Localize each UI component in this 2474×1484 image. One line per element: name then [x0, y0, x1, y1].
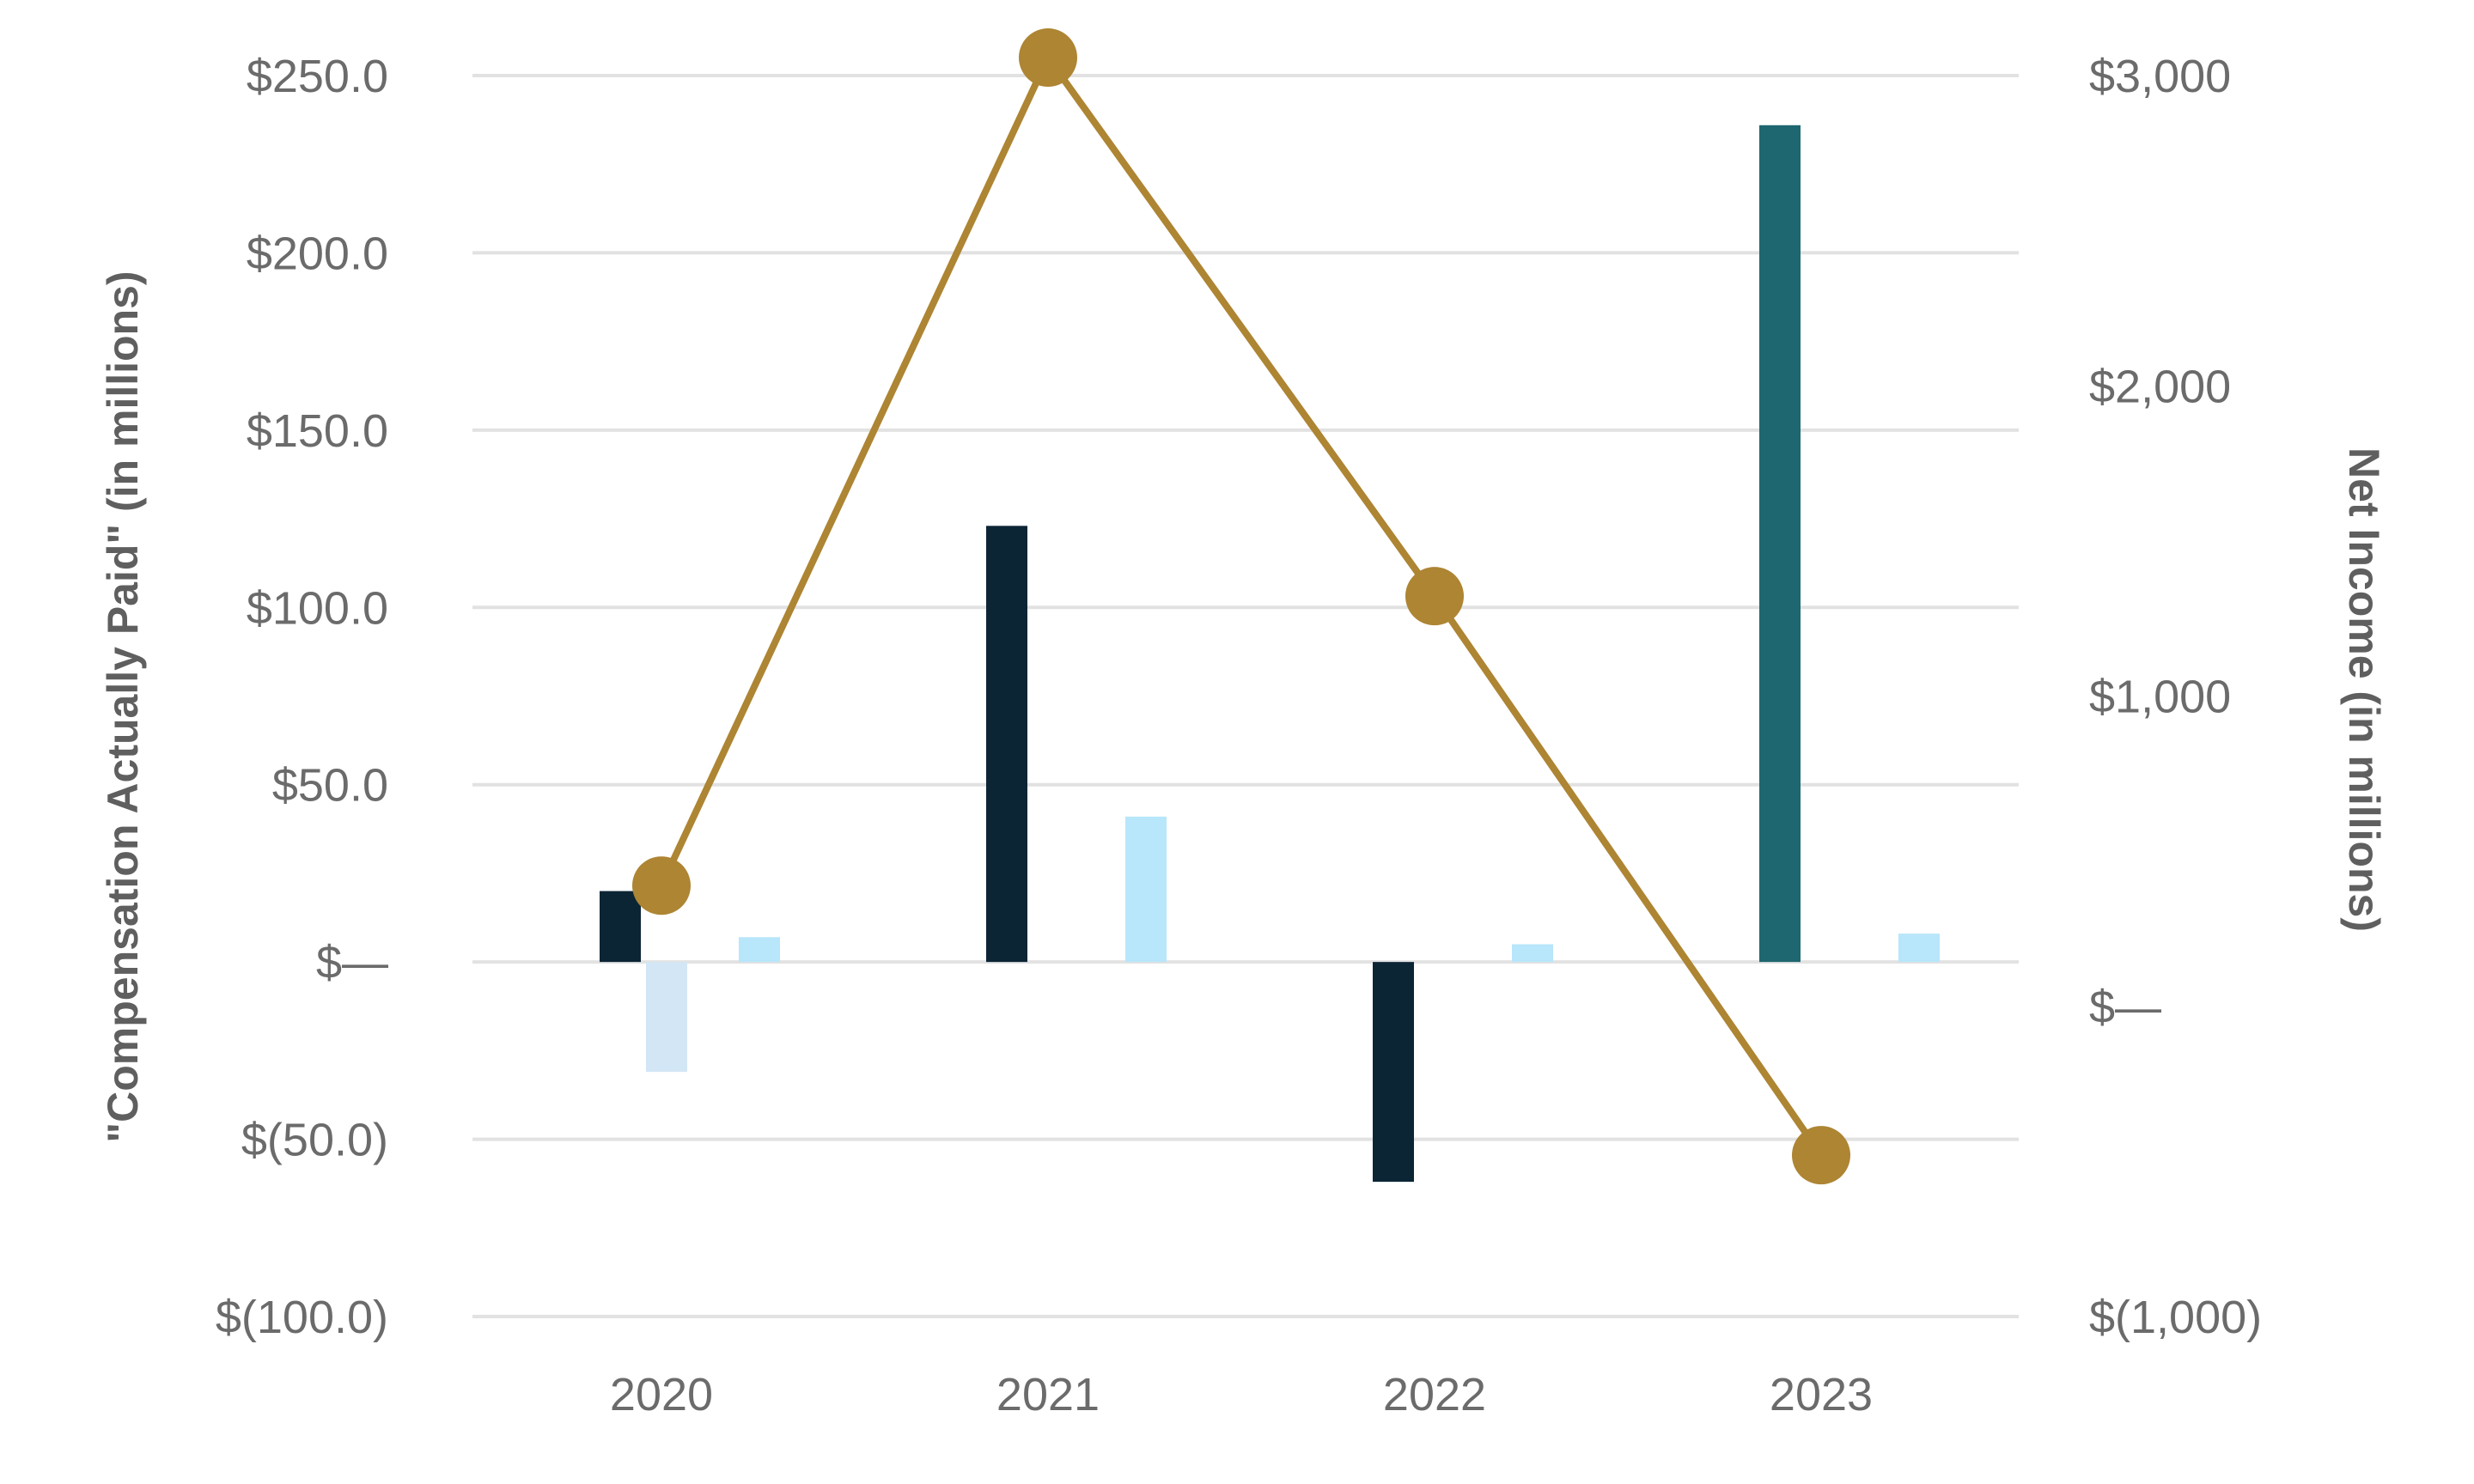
right-axis-tick-label: $3,000	[2089, 51, 2231, 102]
right-axis-tick-label: $(1,000)	[2089, 1292, 2262, 1343]
tick-labels: $250.0 $200.0 $150.0 $100.0 $50.0 $— $(50.0) $(…	[216, 51, 2262, 1420]
left-axis-tick-label: $100.0	[247, 582, 388, 634]
bar	[1898, 934, 1940, 963]
net-income-line-group	[632, 28, 1850, 1185]
right-axis-tick-label: $1,000	[2089, 672, 2231, 723]
left-axis-tick-label: $(50.0)	[241, 1115, 388, 1166]
bar	[1759, 125, 1801, 963]
bar	[739, 937, 780, 963]
x-axis-tick-label: 2021	[996, 1369, 1100, 1420]
bar	[1125, 816, 1167, 963]
net-income-point	[1405, 567, 1464, 626]
bar	[600, 891, 641, 963]
bar	[1373, 962, 1414, 1183]
net-income-line	[658, 54, 1825, 1158]
left-axis-tick-label: $250.0	[247, 51, 388, 102]
left-axis-tick-label: $—	[316, 937, 388, 988]
left-axis-tick-label: $50.0	[272, 760, 388, 812]
bar	[1512, 944, 1553, 963]
bar	[646, 962, 687, 1073]
right-axis-title: Net Income (in millions)	[2340, 447, 2388, 932]
left-axis-tick-label: $(100.0)	[216, 1292, 388, 1343]
gridlines	[472, 74, 2019, 1318]
net-income-point	[1792, 1126, 1850, 1185]
x-axis-tick-label: 2023	[1770, 1369, 1873, 1420]
left-axis-tick-label: $150.0	[247, 405, 388, 457]
net-income-point	[632, 856, 691, 915]
x-axis-tick-label: 2022	[1383, 1369, 1486, 1420]
bars	[600, 125, 1940, 1183]
x-axis-tick-label: 2020	[610, 1369, 713, 1420]
left-axis-title: "Compensation Actually Paid" (in million…	[99, 271, 147, 1142]
bar	[986, 526, 1027, 963]
right-axis-tick-label: $2,000	[2089, 361, 2231, 412]
right-axis-tick-label: $—	[2089, 982, 2161, 1033]
left-axis-tick-label: $200.0	[247, 228, 388, 279]
net-income-point	[1019, 28, 1077, 88]
